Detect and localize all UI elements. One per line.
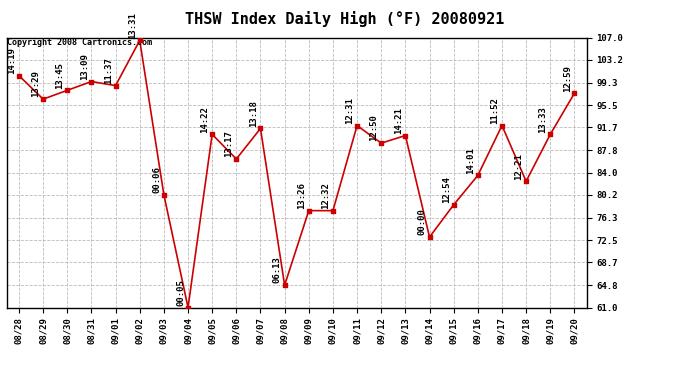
Point <box>134 38 145 44</box>
Text: 11:52: 11:52 <box>490 97 500 124</box>
Point <box>375 140 386 146</box>
Text: THSW Index Daily High (°F) 20080921: THSW Index Daily High (°F) 20080921 <box>186 11 504 27</box>
Text: 13:17: 13:17 <box>224 130 234 157</box>
Point <box>207 131 218 137</box>
Point <box>62 87 73 93</box>
Point <box>230 156 241 162</box>
Point <box>520 178 531 184</box>
Text: 14:21: 14:21 <box>393 107 403 134</box>
Point <box>158 192 169 198</box>
Text: 11:37: 11:37 <box>104 57 113 84</box>
Text: 13:33: 13:33 <box>538 106 548 133</box>
Text: 12:32: 12:32 <box>321 182 331 209</box>
Point <box>569 90 580 96</box>
Text: 13:18: 13:18 <box>248 100 258 127</box>
Text: 06:13: 06:13 <box>273 256 282 284</box>
Point <box>328 208 339 214</box>
Text: 13:26: 13:26 <box>297 182 306 209</box>
Point <box>400 132 411 138</box>
Point <box>424 234 435 240</box>
Point <box>86 78 97 84</box>
Text: 12:54: 12:54 <box>442 176 451 203</box>
Point <box>497 123 508 129</box>
Text: 00:06: 00:06 <box>152 166 161 193</box>
Text: 12:59: 12:59 <box>562 64 572 92</box>
Point <box>448 202 460 208</box>
Point <box>110 82 121 88</box>
Point <box>472 172 483 178</box>
Text: Copyright 2008 Cartronics.com: Copyright 2008 Cartronics.com <box>7 38 152 46</box>
Point <box>255 126 266 132</box>
Point <box>545 131 556 137</box>
Text: 13:31: 13:31 <box>128 12 137 39</box>
Text: 12:50: 12:50 <box>369 114 379 141</box>
Point <box>279 282 290 288</box>
Point <box>37 96 48 102</box>
Text: 14:01: 14:01 <box>466 147 475 174</box>
Text: 00:00: 00:00 <box>417 209 427 235</box>
Point <box>14 73 25 79</box>
Text: 12:21: 12:21 <box>514 153 524 180</box>
Text: 12:31: 12:31 <box>345 97 355 124</box>
Text: 14:19: 14:19 <box>7 47 17 74</box>
Text: 00:05: 00:05 <box>176 279 186 306</box>
Text: 14:22: 14:22 <box>200 106 210 133</box>
Text: 13:09: 13:09 <box>79 53 89 80</box>
Point <box>303 208 314 214</box>
Text: 13:45: 13:45 <box>55 62 65 88</box>
Point <box>351 123 363 129</box>
Point <box>182 304 193 310</box>
Text: 13:29: 13:29 <box>31 70 41 98</box>
